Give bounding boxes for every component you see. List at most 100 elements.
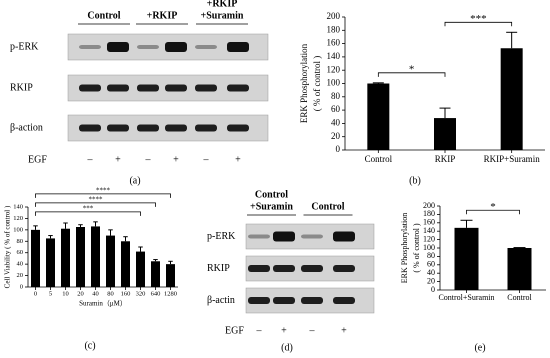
treatment-label: EGF xyxy=(28,154,47,165)
y-tick-label: 200 xyxy=(327,11,341,21)
blot-band xyxy=(248,265,270,272)
panel-caption: (c) xyxy=(84,340,95,351)
y-tick-label: 80 xyxy=(17,238,24,245)
blot-column-label: Control xyxy=(87,10,120,21)
x-tick-label: 1280 xyxy=(164,290,177,297)
blot-band xyxy=(79,45,101,49)
treatment-sign: + xyxy=(115,154,121,165)
treatment-sign: – xyxy=(256,325,263,336)
blot-column-label: Control xyxy=(311,201,344,212)
blot-row-label: p-ERK xyxy=(207,231,236,242)
bar xyxy=(91,226,100,287)
y-tick-label: 100 xyxy=(423,243,435,252)
y-tick-label: 160 xyxy=(327,38,341,48)
x-axis-label: Suramin（μM） xyxy=(79,300,127,308)
y-axis-label: ERK Phosphorylation xyxy=(299,43,309,123)
bar xyxy=(367,83,390,150)
blot-column-label: +RKIP xyxy=(147,10,178,21)
y-tick-label: 0 xyxy=(336,144,341,154)
blot-band xyxy=(301,265,323,272)
y-tick-label: 100 xyxy=(13,226,23,233)
significance-bracket xyxy=(35,202,156,207)
significance-label: * xyxy=(409,63,415,75)
bar xyxy=(106,235,115,287)
blot-band xyxy=(137,45,159,49)
y-tick-label: 20 xyxy=(427,276,435,285)
blot-band xyxy=(227,42,249,52)
blot-band xyxy=(79,84,101,92)
x-tick-label: 640 xyxy=(151,290,161,297)
bar xyxy=(46,238,55,287)
bar xyxy=(166,264,175,287)
blot-band xyxy=(333,231,355,242)
y-tick-label: 100 xyxy=(327,78,341,88)
x-tick-label: 320 xyxy=(136,290,146,297)
blot-row-label: p-ERK xyxy=(10,41,39,52)
treatment-sign: + xyxy=(235,154,241,165)
bar xyxy=(454,227,479,290)
blot-band xyxy=(107,124,129,132)
significance-label: *** xyxy=(83,204,94,212)
y-tick-label: 120 xyxy=(327,64,341,74)
y-tick-label: 60 xyxy=(17,249,24,256)
x-tick-label: Control+Suramin xyxy=(438,293,494,302)
blot-row-label: RKIP xyxy=(10,82,33,93)
y-tick-label: 180 xyxy=(423,209,435,218)
treatment-sign: – xyxy=(309,325,316,336)
y-tick-label: 40 xyxy=(331,117,341,127)
blot-band xyxy=(301,234,323,239)
bar xyxy=(151,261,160,287)
significance-bracket xyxy=(35,193,171,198)
blot-band xyxy=(301,297,323,304)
treatment-sign: – xyxy=(145,154,152,165)
bar xyxy=(500,48,523,150)
blot-band xyxy=(273,265,295,272)
x-tick-label: 160 xyxy=(121,290,131,297)
y-tick-label: 20 xyxy=(331,131,341,141)
blot-band xyxy=(107,84,129,92)
y-tick-label: 160 xyxy=(423,218,435,227)
blot-row-label: RKIP xyxy=(207,263,230,274)
significance-label: **** xyxy=(89,195,104,203)
x-tick-label: Control xyxy=(365,154,393,164)
blot-band xyxy=(137,124,159,132)
blot-band xyxy=(248,234,270,239)
y-axis-label: ERK Phosphorylation xyxy=(400,213,409,283)
y-axis-label: Cell Viability ( % of control ) xyxy=(4,205,12,288)
treatment-sign: + xyxy=(341,325,347,336)
blot-band xyxy=(227,84,249,92)
treatment-sign: – xyxy=(203,154,210,165)
treatment-sign: + xyxy=(173,154,179,165)
blot-band xyxy=(165,84,187,92)
blot-band xyxy=(273,297,295,304)
panel-caption: (a) xyxy=(129,175,140,186)
blot-band xyxy=(137,84,159,92)
blot-band xyxy=(79,124,101,132)
y-tick-label: 80 xyxy=(427,251,435,260)
bar xyxy=(61,228,70,287)
y-axis-label: ( % of control ) xyxy=(412,223,421,273)
bar xyxy=(121,241,130,287)
blot-band xyxy=(195,84,217,92)
significance-bracket xyxy=(466,209,520,215)
panel-caption: (b) xyxy=(409,175,421,186)
blot-band xyxy=(195,124,217,132)
blot-band xyxy=(273,231,295,242)
y-tick-label: 80 xyxy=(331,91,341,101)
x-tick-label: RKIP+Suramin xyxy=(484,154,541,164)
significance-bracket xyxy=(35,211,141,216)
bar xyxy=(136,251,145,287)
y-tick-label: 140 xyxy=(327,51,341,61)
significance-bracket xyxy=(377,72,446,77)
blot-band xyxy=(333,265,355,272)
y-tick-label: 0 xyxy=(431,285,435,294)
x-tick-label: Control xyxy=(507,293,532,302)
y-tick-label: 60 xyxy=(331,104,341,114)
y-tick-label: 140 xyxy=(423,226,435,235)
y-tick-label: 0 xyxy=(20,283,23,290)
blot-band xyxy=(333,297,355,304)
panel-caption: (d) xyxy=(281,342,293,353)
blot-column-label: +RKIP xyxy=(207,0,238,9)
